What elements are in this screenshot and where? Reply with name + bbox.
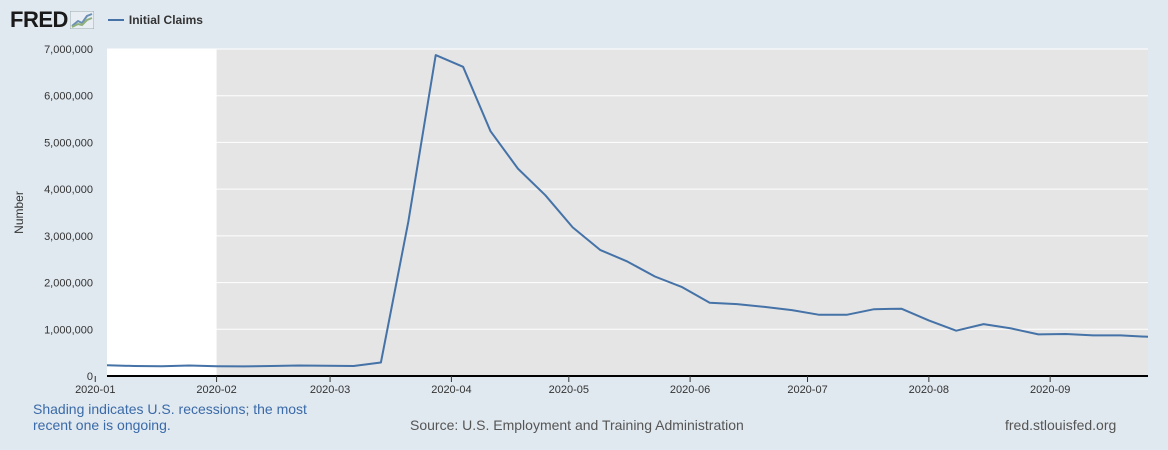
- y-axis-label: Number: [12, 191, 26, 234]
- y-tick-label: 5,000,000: [44, 137, 93, 149]
- fred-logo[interactable]: FRED: [10, 7, 94, 33]
- x-tick-label: 2020-09: [1030, 384, 1070, 396]
- source-text: Source: U.S. Employment and Training Adm…: [410, 417, 744, 433]
- recession-shading: [216, 49, 1148, 376]
- y-tick-label: 1,000,000: [44, 324, 93, 336]
- fred-logo-text: FRED: [10, 7, 68, 32]
- x-tick-label: 2020-01: [75, 384, 115, 396]
- recession-note: Shading indicates U.S. recessions; the m…: [33, 401, 307, 433]
- x-tick-label: 2020-07: [787, 384, 827, 396]
- line-chart: 0 1,000,000 2,000,000 3,000,000 4,000,000 5,0…: [12, 44, 1149, 396]
- site-link[interactable]: fred.stlouisfed.org: [1005, 417, 1117, 433]
- y-tick-label: 7,000,000: [44, 44, 93, 56]
- x-tick-label: 2020-04: [431, 384, 471, 396]
- x-tick-label: 2020-02: [196, 384, 236, 396]
- legend-label-initial-claims: Initial Claims: [128, 13, 203, 27]
- y-tick-label: 2,000,000: [44, 278, 93, 290]
- y-tick-label: 0: [87, 371, 93, 383]
- y-tick-label: 4,000,000: [44, 184, 93, 196]
- x-tick-label: 2020-03: [310, 384, 350, 396]
- x-tick-label: 2020-06: [670, 384, 710, 396]
- legend-swatch-initial-claims: [107, 19, 124, 21]
- chart-trend-icon: [69, 11, 94, 29]
- x-tick-label: 2020-08: [909, 384, 949, 396]
- y-tick-label: 6,000,000: [44, 91, 93, 103]
- y-tick-label: 3,000,000: [44, 231, 93, 243]
- series-line-initial-claims: [106, 54, 1149, 368]
- chart-legend: Initial Claims: [107, 13, 203, 27]
- chart-header: FRED Initial Claims: [10, 6, 203, 34]
- x-tick-label: 2020-05: [549, 384, 589, 396]
